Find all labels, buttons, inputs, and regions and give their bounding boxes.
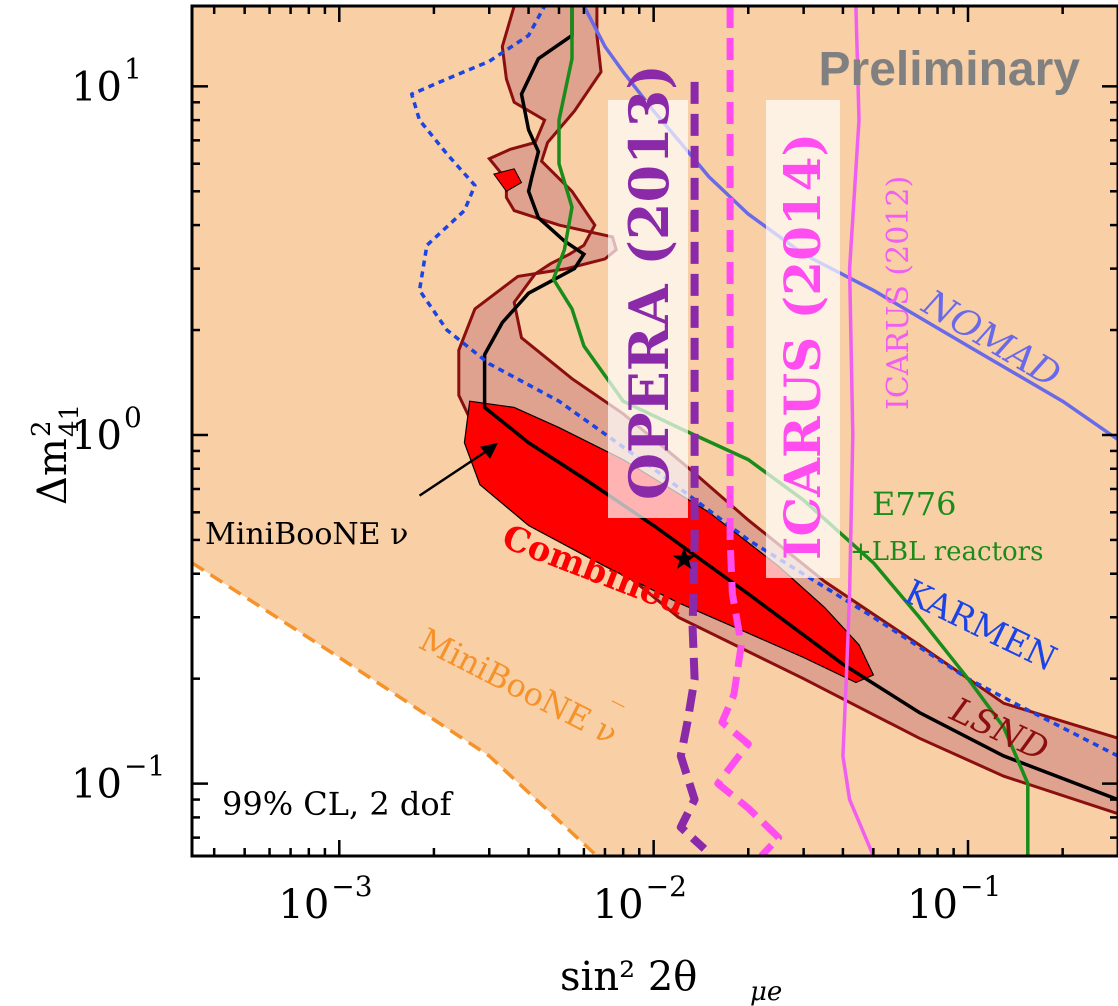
best-fit-star-marker — [672, 547, 696, 569]
x-tick-label: 10 — [278, 882, 329, 928]
x-tick-label-exponent: −1 — [960, 870, 1001, 903]
miniboone-nu-label: MiniBooNE ν — [205, 517, 408, 552]
y-tick-label-exponent: 0 — [124, 401, 142, 434]
y-tick-label: 10 — [71, 413, 122, 459]
y-tick-label: 10 — [71, 64, 122, 110]
opera-label-bg — [608, 100, 688, 518]
y-tick-label: 10 — [71, 762, 122, 808]
miniboone-arrowhead — [480, 442, 499, 459]
y-axis-label-subscript: 41 — [55, 404, 85, 437]
e776-sub-label: +LBL reactors — [850, 537, 1043, 567]
karmen-curve — [409, 6, 1118, 758]
opera-curve — [676, 81, 708, 852]
x-axis-label: sin² 2θ — [560, 954, 697, 1000]
opera-label: OPERA (2013) — [617, 64, 681, 500]
x-axis-label-subscript: μe — [750, 977, 782, 1006]
combined-island — [492, 168, 523, 192]
preliminary-label: Preliminary — [819, 43, 1081, 96]
x-tick-label: 10 — [907, 882, 958, 928]
axis-ticks: 10 −3 10 −2 10 −110 −110 010 1 — [71, 6, 1118, 928]
icarus2014-curve — [714, 6, 783, 856]
y-axis-label: Δm — [30, 438, 76, 505]
opera-label-group: OPERA (2013) — [608, 64, 688, 518]
icarus2014-label: ICARUS (2014) — [773, 133, 832, 560]
x-tick-label-exponent: −3 — [331, 870, 372, 903]
x-tick-label-exponent: −2 — [646, 870, 687, 903]
icarus2014-label-group: ICARUS (2014) — [766, 100, 840, 578]
icarus2014-label-bg — [766, 100, 840, 578]
x-tick-label: 10 — [593, 882, 644, 928]
x-axis-title: sin² 2θ μe — [560, 954, 782, 1006]
miniboone-nubar-curve — [192, 561, 599, 856]
combined-centerline — [482, 6, 1118, 802]
miniboone-arrow — [418, 447, 491, 497]
y-axis-title: Δm 2 41 — [27, 404, 85, 505]
y-axis-label-superscript: 2 — [27, 420, 57, 437]
plot-frame — [190, 4, 1118, 858]
icarus2012-curve — [841, 6, 876, 856]
icarus2012-label: ICARUS (2012) — [881, 176, 916, 410]
y-tick-label-exponent: 1 — [124, 52, 142, 85]
confidence-level-label: 99% CL, 2 dof — [222, 785, 454, 823]
y-tick-label-exponent: −1 — [124, 750, 165, 783]
e776-label: E776 — [872, 485, 956, 523]
nomad-curve — [582, 6, 1118, 442]
